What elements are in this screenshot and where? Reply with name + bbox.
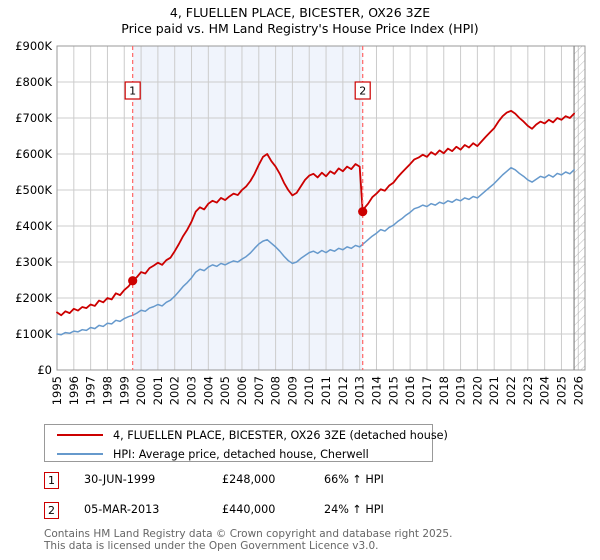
footer-attribution: Contains HM Land Registry data © Crown c… xyxy=(44,528,584,552)
legend-label-price-paid: 4, FLUELLEN PLACE, BICESTER, OX26 3ZE (d… xyxy=(113,428,448,442)
legend-swatch-price-paid xyxy=(57,434,103,436)
svg-text:2004: 2004 xyxy=(201,376,215,405)
svg-text:1999: 1999 xyxy=(117,376,131,405)
legend-label-hpi: HPI: Average price, detached house, Cher… xyxy=(113,447,369,461)
svg-text:£0: £0 xyxy=(37,363,52,377)
svg-text:£300K: £300K xyxy=(15,255,52,269)
svg-text:2012: 2012 xyxy=(336,376,350,405)
svg-text:£200K: £200K xyxy=(15,291,52,305)
footer-line-2: This data is licensed under the Open Gov… xyxy=(44,540,379,552)
legend-item-hpi: HPI: Average price, detached house, Cher… xyxy=(45,445,432,463)
svg-text:£600K: £600K xyxy=(15,147,52,161)
svg-text:2020: 2020 xyxy=(470,376,484,405)
svg-text:2021: 2021 xyxy=(487,376,501,405)
sale-date-2: 05-MAR-2013 xyxy=(84,503,160,516)
svg-text:2000: 2000 xyxy=(134,376,148,405)
chart-plot-frame xyxy=(56,45,586,371)
legend-item-price-paid: 4, FLUELLEN PLACE, BICESTER, OX26 3ZE (d… xyxy=(45,426,448,444)
svg-text:£500K: £500K xyxy=(15,183,52,197)
svg-text:1: 1 xyxy=(129,85,136,98)
chart-title-block: 4, FLUELLEN PLACE, BICESTER, OX26 3ZE Pr… xyxy=(0,0,600,37)
svg-text:2011: 2011 xyxy=(319,376,333,405)
svg-text:2018: 2018 xyxy=(437,376,451,405)
svg-text:2017: 2017 xyxy=(420,376,434,405)
svg-text:2014: 2014 xyxy=(369,376,383,405)
svg-text:2003: 2003 xyxy=(185,376,199,405)
svg-text:2006: 2006 xyxy=(235,376,249,405)
sale-badge-1: 1 xyxy=(44,472,59,489)
svg-text:2024: 2024 xyxy=(538,376,552,405)
sale-date-1: 30-JUN-1999 xyxy=(84,473,156,486)
svg-text:2001: 2001 xyxy=(151,376,165,405)
chart-legend: 4, FLUELLEN PLACE, BICESTER, OX26 3ZE (d… xyxy=(44,424,448,463)
svg-text:2026: 2026 xyxy=(571,376,585,405)
chart-future-hatch xyxy=(574,46,585,370)
svg-text:2015: 2015 xyxy=(386,376,400,405)
svg-text:1996: 1996 xyxy=(67,376,81,405)
svg-text:2005: 2005 xyxy=(218,376,232,405)
chart-series-layer xyxy=(56,109,575,336)
svg-text:2022: 2022 xyxy=(504,376,518,405)
svg-text:1997: 1997 xyxy=(84,376,98,405)
svg-text:£800K: £800K xyxy=(15,75,52,89)
sale-hpi-delta-2: 24% ↑ HPI xyxy=(324,503,384,516)
svg-text:£700K: £700K xyxy=(15,111,52,125)
legend-swatch-hpi xyxy=(57,453,103,455)
sale-badge-2: 2 xyxy=(44,502,59,519)
sale-price-2: £440,000 xyxy=(222,503,276,516)
svg-text:2002: 2002 xyxy=(168,376,182,405)
chart-marker-points xyxy=(128,207,368,286)
y-axis-labels: £0 £100K £200K £300K £400K £500K £600K £700K £80… xyxy=(15,39,52,377)
svg-text:1995: 1995 xyxy=(50,376,64,405)
svg-text:£900K: £900K xyxy=(15,39,52,53)
svg-text:£400K: £400K xyxy=(15,219,52,233)
svg-text:2023: 2023 xyxy=(521,376,535,405)
svg-text:2008: 2008 xyxy=(269,376,283,405)
sale-hpi-delta-1: 66% ↑ HPI xyxy=(324,473,384,486)
svg-text:2013: 2013 xyxy=(353,376,367,405)
sale-price-1: £248,000 xyxy=(222,473,276,486)
svg-text:2009: 2009 xyxy=(285,376,299,405)
footer-line-1: Contains HM Land Registry data © Crown c… xyxy=(44,528,453,540)
svg-text:1998: 1998 xyxy=(100,376,114,405)
chart-band-layer xyxy=(132,46,363,370)
svg-text:2010: 2010 xyxy=(302,376,316,405)
svg-text:£100K: £100K xyxy=(15,327,52,341)
svg-text:2007: 2007 xyxy=(252,376,266,405)
page-subtitle: Price paid vs. HM Land Registry's House … xyxy=(121,21,479,36)
svg-text:2025: 2025 xyxy=(554,376,568,405)
page-title: 4, FLUELLEN PLACE, BICESTER, OX26 3ZE xyxy=(169,5,431,20)
svg-text:2016: 2016 xyxy=(403,376,417,405)
svg-text:2019: 2019 xyxy=(454,376,468,405)
svg-text:2: 2 xyxy=(359,85,366,98)
x-axis-labels: 1995 1996 1997 1998 1999 2000 2001 2002 2003 2004… xyxy=(50,376,585,405)
